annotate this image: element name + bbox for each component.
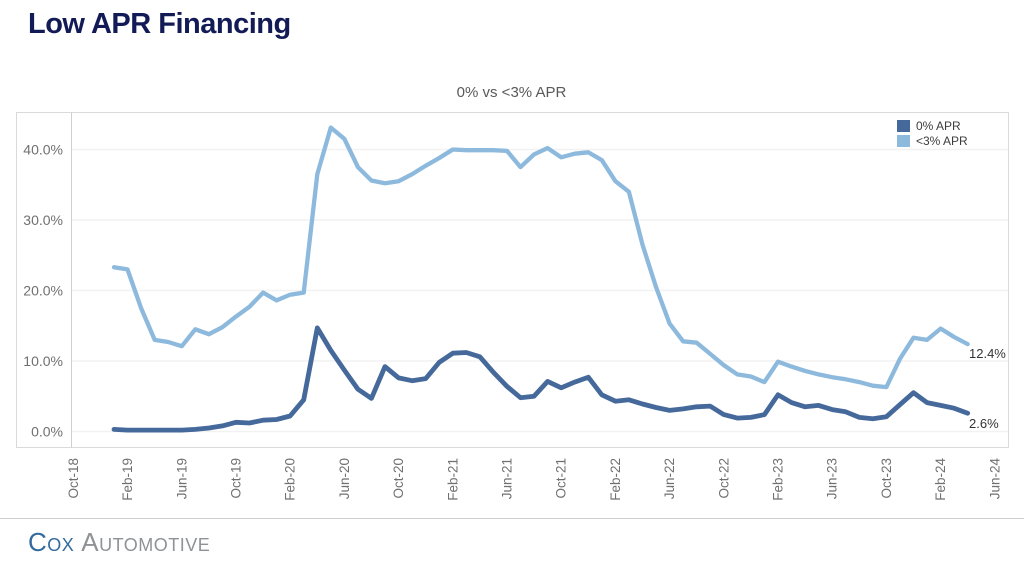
- x-axis-tick-label: Feb-24: [933, 458, 948, 501]
- chart-subtitle: 0% vs <3% APR: [456, 84, 567, 101]
- x-axis-tick-label: Oct-22: [716, 458, 731, 499]
- y-axis-tick-label: 40.0%: [23, 142, 63, 158]
- legend-label-0-apr: 0% APR: [916, 118, 961, 133]
- x-axis-tick-label: Jun-24: [987, 458, 1002, 500]
- x-axis-tick-label: Jun-21: [499, 458, 514, 499]
- legend-item-0-apr: 0% APR: [897, 118, 968, 133]
- y-axis-tick-label: 20.0%: [23, 283, 63, 299]
- legend-swatch-lt3-apr: [897, 134, 910, 147]
- logo-automotive: Automotive: [81, 527, 211, 557]
- series-end-label-lt3-apr: 12.4%: [969, 346, 1006, 361]
- x-axis-tick-label: Feb-23: [770, 458, 785, 501]
- x-axis-tick-label: Jun-22: [662, 458, 677, 499]
- x-axis-tick-label: Jun-19: [174, 458, 189, 499]
- x-axis-tick-label: Jun-23: [825, 458, 840, 499]
- chart-legend: 0% APR <3% APR: [897, 118, 968, 148]
- x-axis-tick-label: Oct-20: [391, 458, 406, 499]
- footer-divider: [0, 518, 1024, 519]
- x-axis-tick-label: Feb-22: [608, 458, 623, 501]
- series-line-lt3-apr: [111, 125, 970, 390]
- x-axis-tick-label: Feb-21: [445, 458, 460, 501]
- x-axis-tick-label: Jun-20: [337, 458, 352, 499]
- legend-item-lt3-apr: <3% APR: [897, 133, 968, 148]
- y-axis-tick-label: 10.0%: [23, 353, 63, 369]
- x-axis-tick-label: Oct-18: [66, 458, 81, 499]
- x-axis-tick-label: Oct-19: [228, 458, 243, 499]
- cox-automotive-logo: Cox Automotive: [28, 528, 210, 557]
- y-axis-tick-label: 30.0%: [23, 212, 63, 228]
- series-line-0-apr: [111, 325, 971, 433]
- x-axis-tick-label: Oct-23: [879, 458, 894, 499]
- x-axis-tick-label: Oct-21: [554, 458, 569, 499]
- plot-frame: [16, 112, 1009, 448]
- legend-label-lt3-apr: <3% APR: [916, 133, 968, 148]
- y-axis-tick-label: 0.0%: [31, 424, 63, 440]
- logo-cox: Cox: [28, 527, 75, 557]
- series-end-label-0-apr: 2.6%: [969, 416, 999, 431]
- page-title: Low APR Financing: [28, 8, 291, 40]
- x-axis-tick-label: Feb-20: [283, 458, 298, 501]
- legend-swatch-0-apr: [897, 119, 910, 132]
- x-axis-tick-label: Feb-19: [120, 458, 135, 501]
